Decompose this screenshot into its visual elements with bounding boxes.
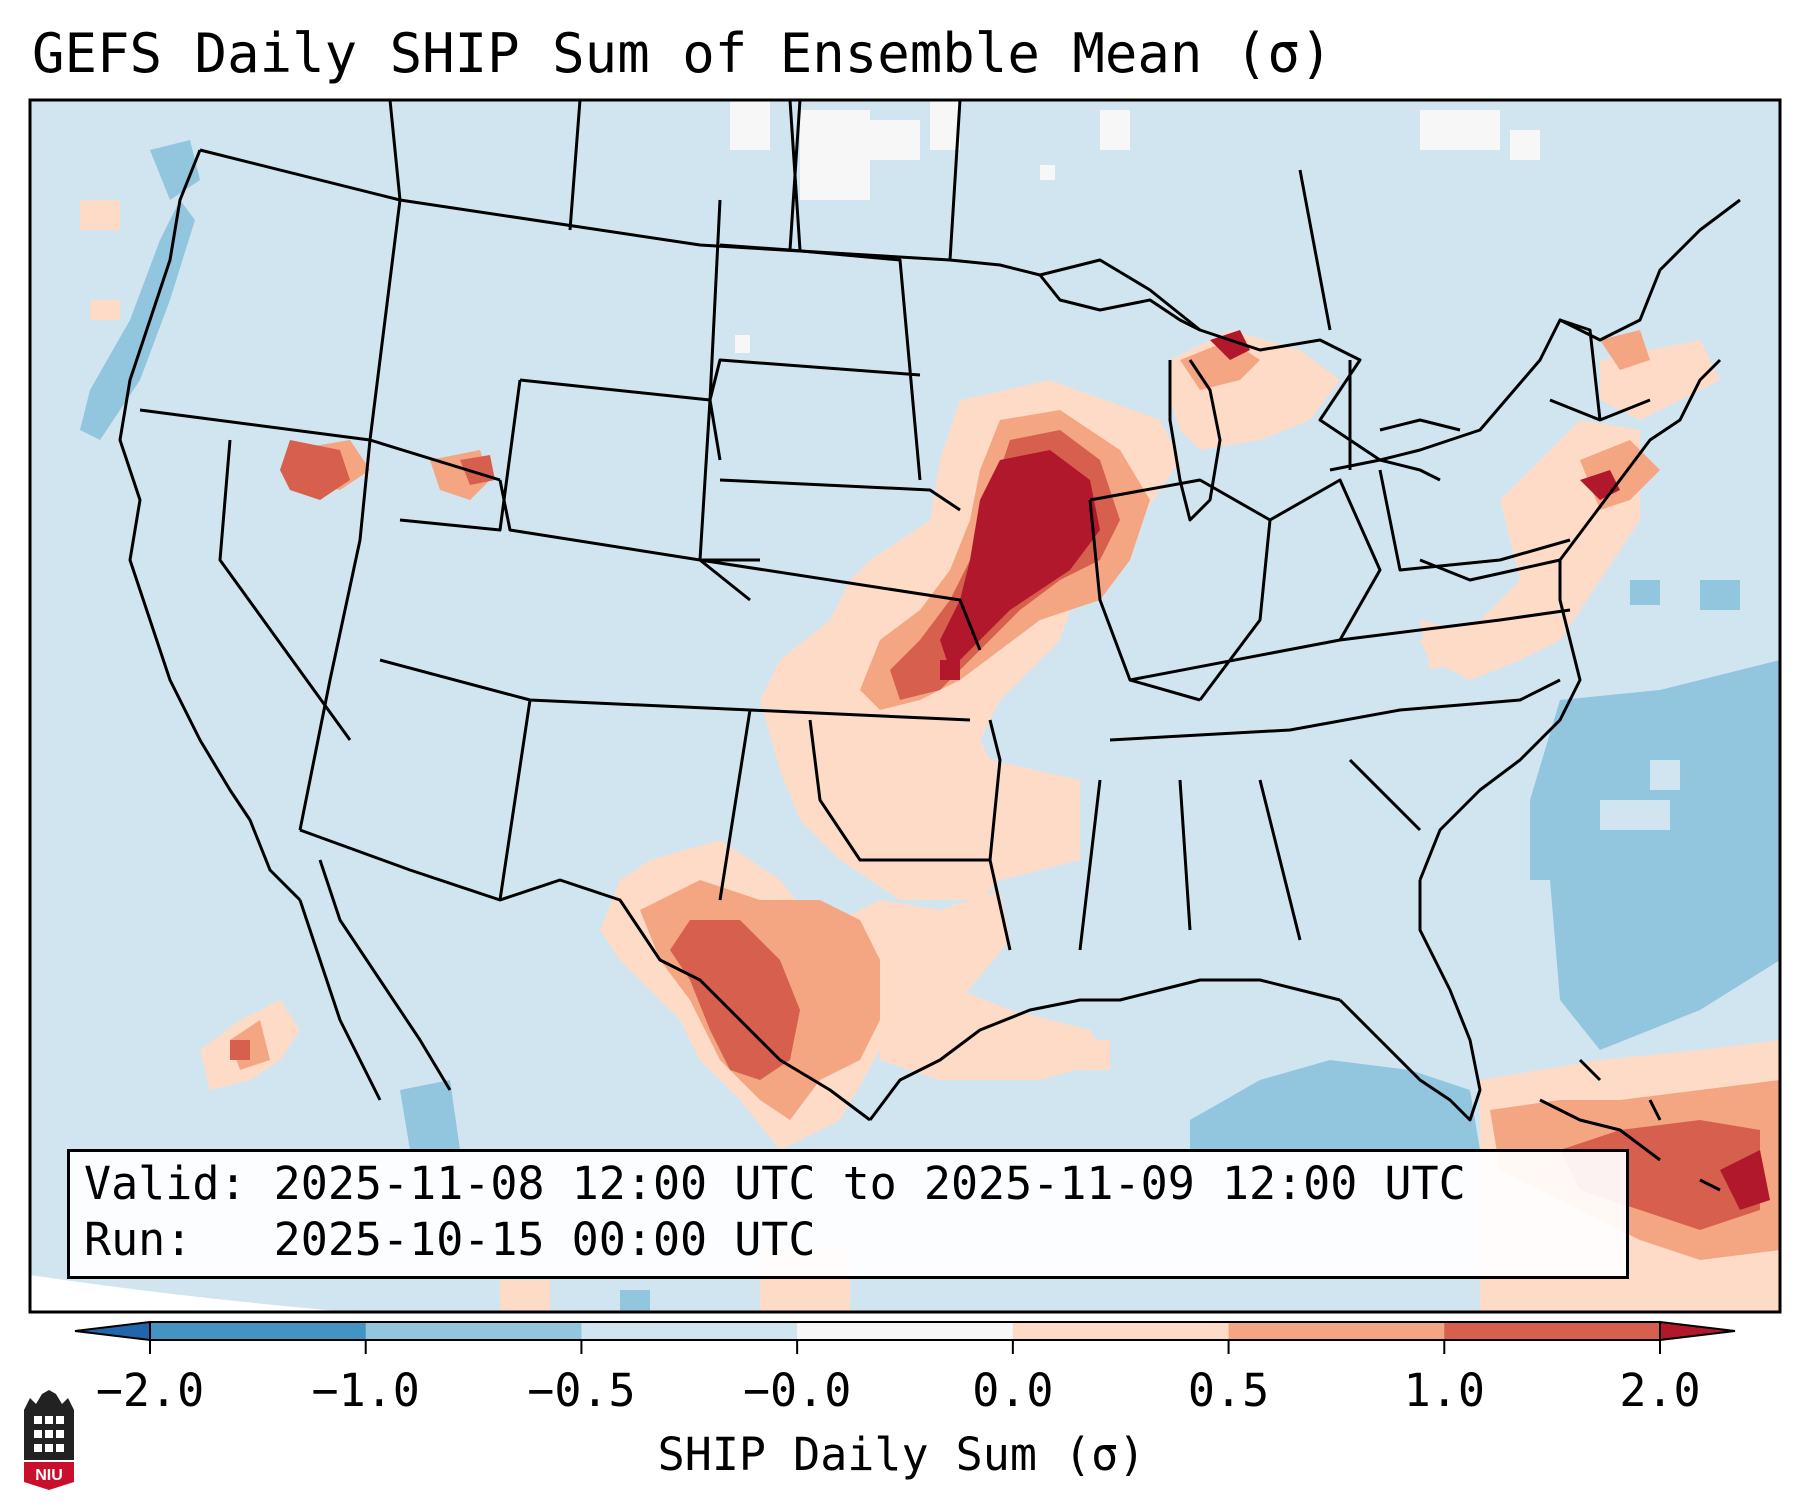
colorbar-segment [797,1322,1014,1340]
valid-time-text: Valid: 2025-11-08 12:00 UTC to 2025-11-0… [84,1157,1466,1210]
colorbar-tick-label: 0.5 [1187,1364,1270,1417]
atlantic-coast [1418,358,1722,881]
run-time-text: Run: 2025-10-15 00:00 UTC [84,1213,816,1266]
colorbar-tick-label: −1.0 [311,1364,420,1417]
baja-coast [298,859,452,1101]
ocean-interior-patches [1600,760,1680,830]
colorbar-tick-label: 1.0 [1403,1364,1485,1417]
caribbean-islands [1539,1058,1721,1192]
colorbar [74,1320,1736,1354]
gulf-coast [868,978,1341,1121]
valid-run-info-box: Valid: 2025-11-08 12:00 UTC to 2025-11-0… [67,1149,1629,1279]
florida-coast [1338,880,1482,1122]
canada-province-lines [388,100,962,261]
colorbar-segment [581,1322,798,1340]
lake-erie-ontario [1329,418,1461,482]
niu-logo-text: NIU [35,1467,63,1484]
colorbar-segment [150,1322,367,1340]
positive-anomaly-extreme [940,330,1770,1210]
colorbar-segment [1228,1322,1445,1340]
us-mexico-border [299,828,871,1122]
map-frame [28,98,1782,1314]
colorbar-tick-label: −0.5 [527,1364,636,1417]
projection-edge [30,1275,350,1312]
colorbar-tick-label: 2.0 [1619,1364,1701,1417]
negative-anomaly-regions [80,140,1780,1312]
lake-michigan [1168,359,1222,522]
map-borders [118,100,1741,1192]
state-lines [139,100,1651,951]
west-coast [118,149,302,902]
map-plot-area [30,100,1780,1312]
colorbar-tick-label: −2.0 [95,1364,205,1417]
niu-logo-icon: NIU [24,1390,74,1490]
colorbar-label: SHIP Daily Sum (σ) [657,1428,1146,1481]
colorbar-tick-label: −0.0 [742,1364,852,1417]
colorbar-under-arrow [74,1320,151,1342]
colorbar-frame [149,1321,1661,1341]
colorbar-segment [1012,1322,1230,1340]
us-canada-border [199,148,1741,462]
colorbar-over-arrow [1659,1320,1736,1342]
lake-superior [1038,274,1201,332]
map-title: GEFS Daily SHIP Sum of Ensemble Mean (σ) [32,22,1333,85]
colorbar-tick-label: 0.0 [972,1364,1054,1417]
colorbar-segment [1444,1322,1661,1340]
near-zero-patches [730,100,1540,353]
colorbar-segment [365,1322,582,1340]
